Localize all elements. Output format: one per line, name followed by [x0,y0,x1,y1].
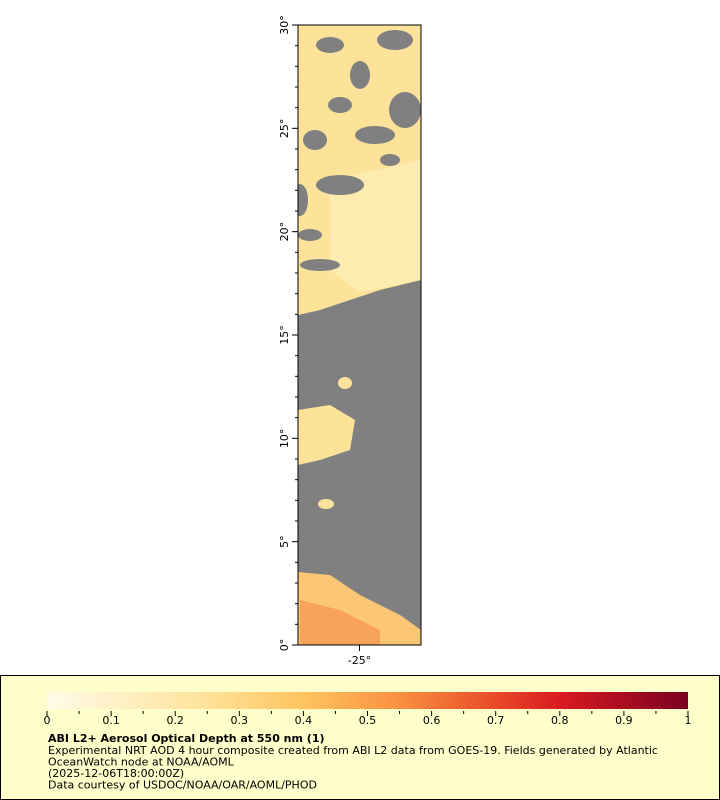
lat-tick-label: 25° [278,119,291,139]
lat-tick-label: 5° [278,535,291,548]
lat-tick-label: 30° [278,15,291,35]
colorbar-tick-label: 0.8 [551,714,569,727]
legend-line: OceanWatch node at NOAA/AOML [48,756,235,769]
lat-tick-label: 10° [278,429,291,449]
colorbar-tick-label: 0.4 [295,714,313,727]
colorbar-tick-label: 0 [44,714,51,727]
map-image [298,25,421,645]
colorbar-tick-label: 0.5 [359,714,377,727]
lon-tick-label: -25° [348,654,371,667]
lat-tick-label: 20° [278,222,291,242]
legend-line: (2025-12-06T18:00:00Z) [48,767,184,780]
colorbar-tick-label: 1 [685,714,692,727]
colorbar-tick-label: 0.7 [487,714,505,727]
colorbar-tick-label: 0.3 [231,714,249,727]
colorbar [47,692,688,709]
colorbar-tick-label: 0.6 [423,714,441,727]
legend-title: ABI L2+ Aerosol Optical Depth at 550 nm … [48,732,325,745]
colorbar-tick-label: 0.9 [615,714,633,727]
colorbar-tick-label: 0.1 [102,714,120,727]
legend-line: Experimental NRT AOD 4 hour composite cr… [48,744,658,757]
colorbar-tick-label: 0.2 [166,714,184,727]
legend-line: Data courtesy of USDOC/NOAA/OAR/AOML/PHO… [48,779,317,792]
lat-tick-label: 15° [278,325,291,345]
lat-tick-label: 0° [278,639,291,652]
